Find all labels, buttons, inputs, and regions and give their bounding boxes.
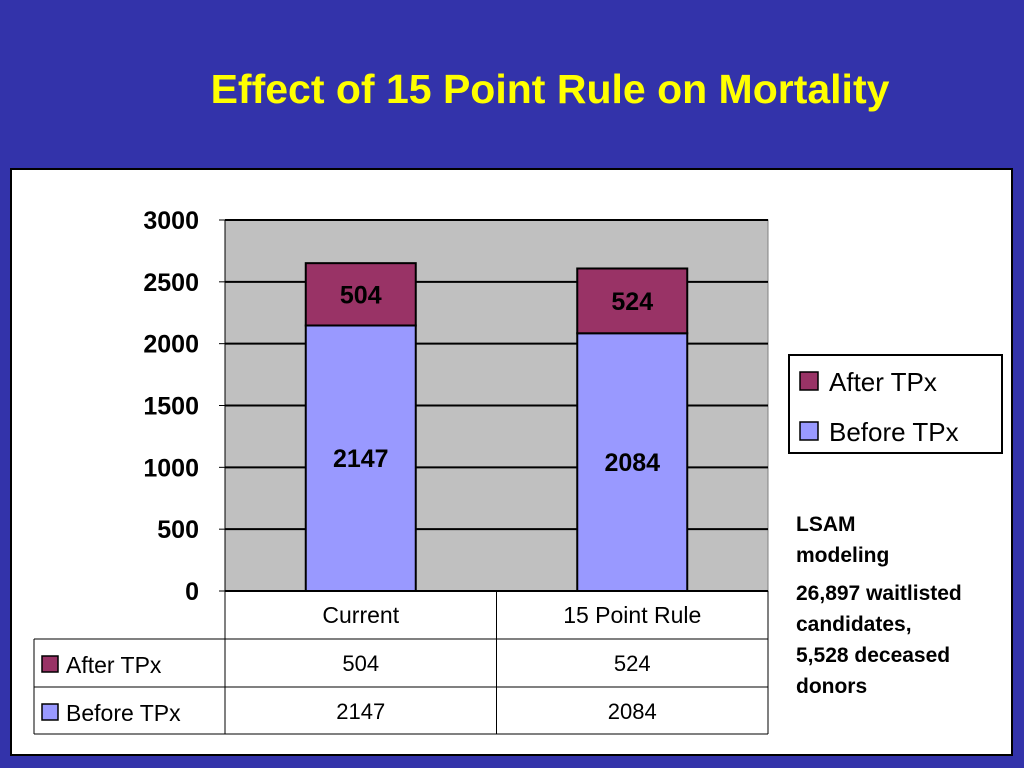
note-detail-3: 5,528 deceased [796,644,951,667]
data-label-0-0: 2147 [333,445,389,473]
x-tick-label-1: 15 Point Rule [563,602,701,628]
y-tick-label-6: 3000 [143,207,199,235]
table-key-1 [41,703,59,721]
note-line1: LSAM [796,513,856,536]
data-label-0-1: 2084 [604,449,660,477]
legend-label-0: After TPx [829,367,937,397]
table-row-label-1: Before TPx [66,700,181,726]
y-tick-label-0: 0 [185,578,199,606]
y-tick-label-4: 2000 [143,331,199,359]
table-cell-1-0: 2147 [336,699,385,724]
table-cell-1-1: 2084 [608,699,657,724]
bar-after-tpx-1 [576,267,689,335]
y-tick-label-2: 1000 [143,454,199,482]
note-detail-4: donors [796,675,868,698]
legend-swatch-1 [799,421,819,441]
legend-box [788,354,1003,454]
note-line2: modeling [796,544,890,567]
note-details: 26,897 waitlisted candidates, 5,528 dece… [796,578,1016,702]
legend-swatch-0 [799,371,819,391]
table-row-label-0: After TPx [66,652,162,678]
note-detail-1: 26,897 waitlisted [796,582,962,605]
y-tick-label-5: 2500 [143,269,199,297]
table-cell-0-0: 504 [342,651,379,676]
x-tick-label-0: Current [322,602,399,628]
slide-title: Effect of 15 Point Rule on Mortality [210,66,890,112]
y-tick-label-1: 500 [157,516,199,544]
bar-after-tpx-0 [304,262,417,327]
legend-label-1: Before TPx [829,417,959,447]
table-cell-0-1: 524 [614,651,651,676]
note-detail-2: candidates, [796,613,912,636]
bar-before-tpx-0 [304,324,417,592]
y-tick-label-3: 1500 [143,393,199,421]
data-label-1-0: 504 [340,281,382,309]
data-label-1-1: 524 [611,288,653,316]
table-key-0 [41,655,59,673]
